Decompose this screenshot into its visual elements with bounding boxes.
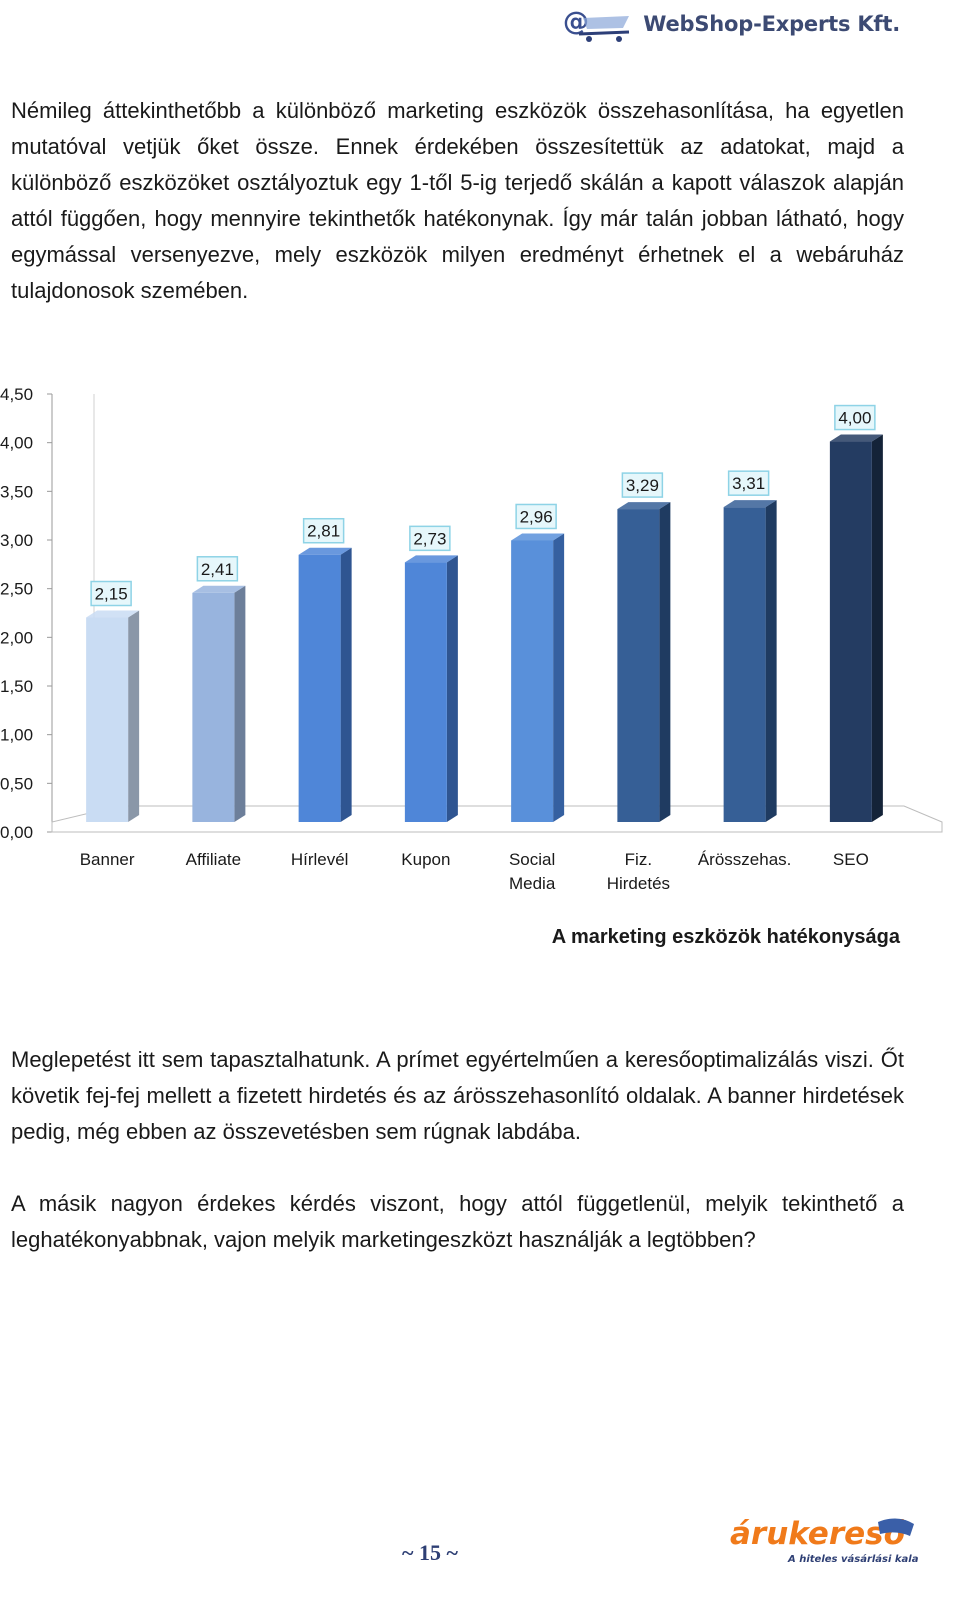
category-label: Árösszehas. — [698, 850, 792, 869]
bar-top — [723, 500, 777, 508]
bar — [511, 540, 554, 822]
result-paragraph: Meglepetést itt sem tapasztalhatunk. A p… — [11, 1047, 904, 1144]
bar-side — [659, 502, 671, 822]
bar-side — [234, 585, 246, 822]
data-label: 3,29 — [626, 476, 659, 495]
page-number: ~ 15 ~ — [402, 1540, 458, 1565]
bar-top — [298, 547, 352, 555]
data-label: 2,81 — [307, 522, 340, 541]
data-label-box — [834, 404, 876, 431]
swoosh-icon — [878, 1518, 914, 1536]
data-label-box — [727, 470, 770, 496]
data-label: 4,00 — [838, 409, 871, 428]
y-tick-label: 3,50 — [0, 482, 33, 501]
data-label-box — [90, 580, 132, 607]
bar-top — [617, 502, 671, 510]
bar — [723, 507, 766, 822]
category-label: Affiliate — [186, 850, 241, 869]
bar — [298, 554, 341, 822]
bar-side — [765, 500, 777, 822]
bar — [829, 441, 872, 822]
bar — [617, 509, 660, 822]
footer-logo: árukereső A hiteles vásárlási kalauz — [730, 1516, 918, 1565]
category-label: SEO — [833, 850, 869, 869]
bar-top — [829, 434, 883, 442]
effectiveness-bar-chart: 0,00 0,50 1,00 1,50 2,00 2,50 3,00 3,50 4,00 4,50… — [0, 385, 943, 893]
bar-side — [128, 610, 140, 822]
chart-floor — [51, 805, 943, 833]
data-label-box — [515, 503, 557, 530]
category-label: Hírlevél — [291, 850, 349, 869]
bar-top — [511, 533, 565, 541]
bar-side — [871, 434, 883, 822]
data-label-box — [302, 517, 345, 544]
bar-side — [446, 555, 458, 822]
bar-side — [553, 533, 565, 822]
y-tick-label: 0,50 — [0, 774, 33, 793]
y-tick-label: 1,50 — [0, 677, 33, 696]
question-paragraph: A másik nagyon érdekes kérdés viszont, h… — [11, 1191, 904, 1252]
data-label: 2,41 — [201, 560, 234, 579]
chart-caption: A marketing eszközök hatékonysága — [551, 926, 900, 948]
y-tick-label: 4,00 — [0, 434, 33, 453]
category-label: Hirdetés — [607, 874, 670, 893]
bar-top — [404, 555, 458, 563]
y-tick-label: 1,00 — [0, 726, 33, 745]
data-label-box — [409, 525, 451, 552]
category-label: Banner — [80, 850, 135, 869]
footer-brand: árukereső — [730, 1516, 905, 1552]
y-tick-label: 3,00 — [0, 531, 33, 550]
bar — [404, 562, 447, 822]
cart-logo-icon: @ — [563, 7, 630, 42]
data-label: 2,15 — [95, 585, 128, 604]
y-tick-label: 2,00 — [0, 628, 33, 647]
bar-side — [340, 547, 352, 822]
category-label: Social — [509, 850, 555, 869]
header-logo: @ WebShop-Experts Kft. — [561, 4, 900, 44]
header-brand: WebShop-Experts Kft. — [643, 12, 900, 36]
y-tick-label: 0,00 — [0, 823, 33, 842]
y-tick-label: 2,50 — [0, 580, 33, 599]
category-label: Fiz. — [625, 850, 652, 869]
footer-tagline: A hiteles vásárlási kalauz — [787, 1553, 918, 1565]
data-label-box — [196, 556, 239, 582]
bar — [192, 592, 235, 822]
intro-paragraph: Némileg áttekinthetőbb a különböző marke… — [11, 98, 904, 303]
bar — [86, 617, 129, 822]
category-label: Kupon — [401, 850, 450, 869]
data-label: 3,31 — [732, 474, 765, 493]
y-tick-label: 4,50 — [0, 385, 33, 404]
bar-top — [192, 585, 246, 593]
data-label: 2,96 — [520, 507, 553, 526]
category-label: Media — [509, 874, 556, 893]
data-label-box — [621, 472, 664, 498]
bar-top — [86, 610, 140, 618]
data-label: 2,73 — [413, 529, 446, 548]
